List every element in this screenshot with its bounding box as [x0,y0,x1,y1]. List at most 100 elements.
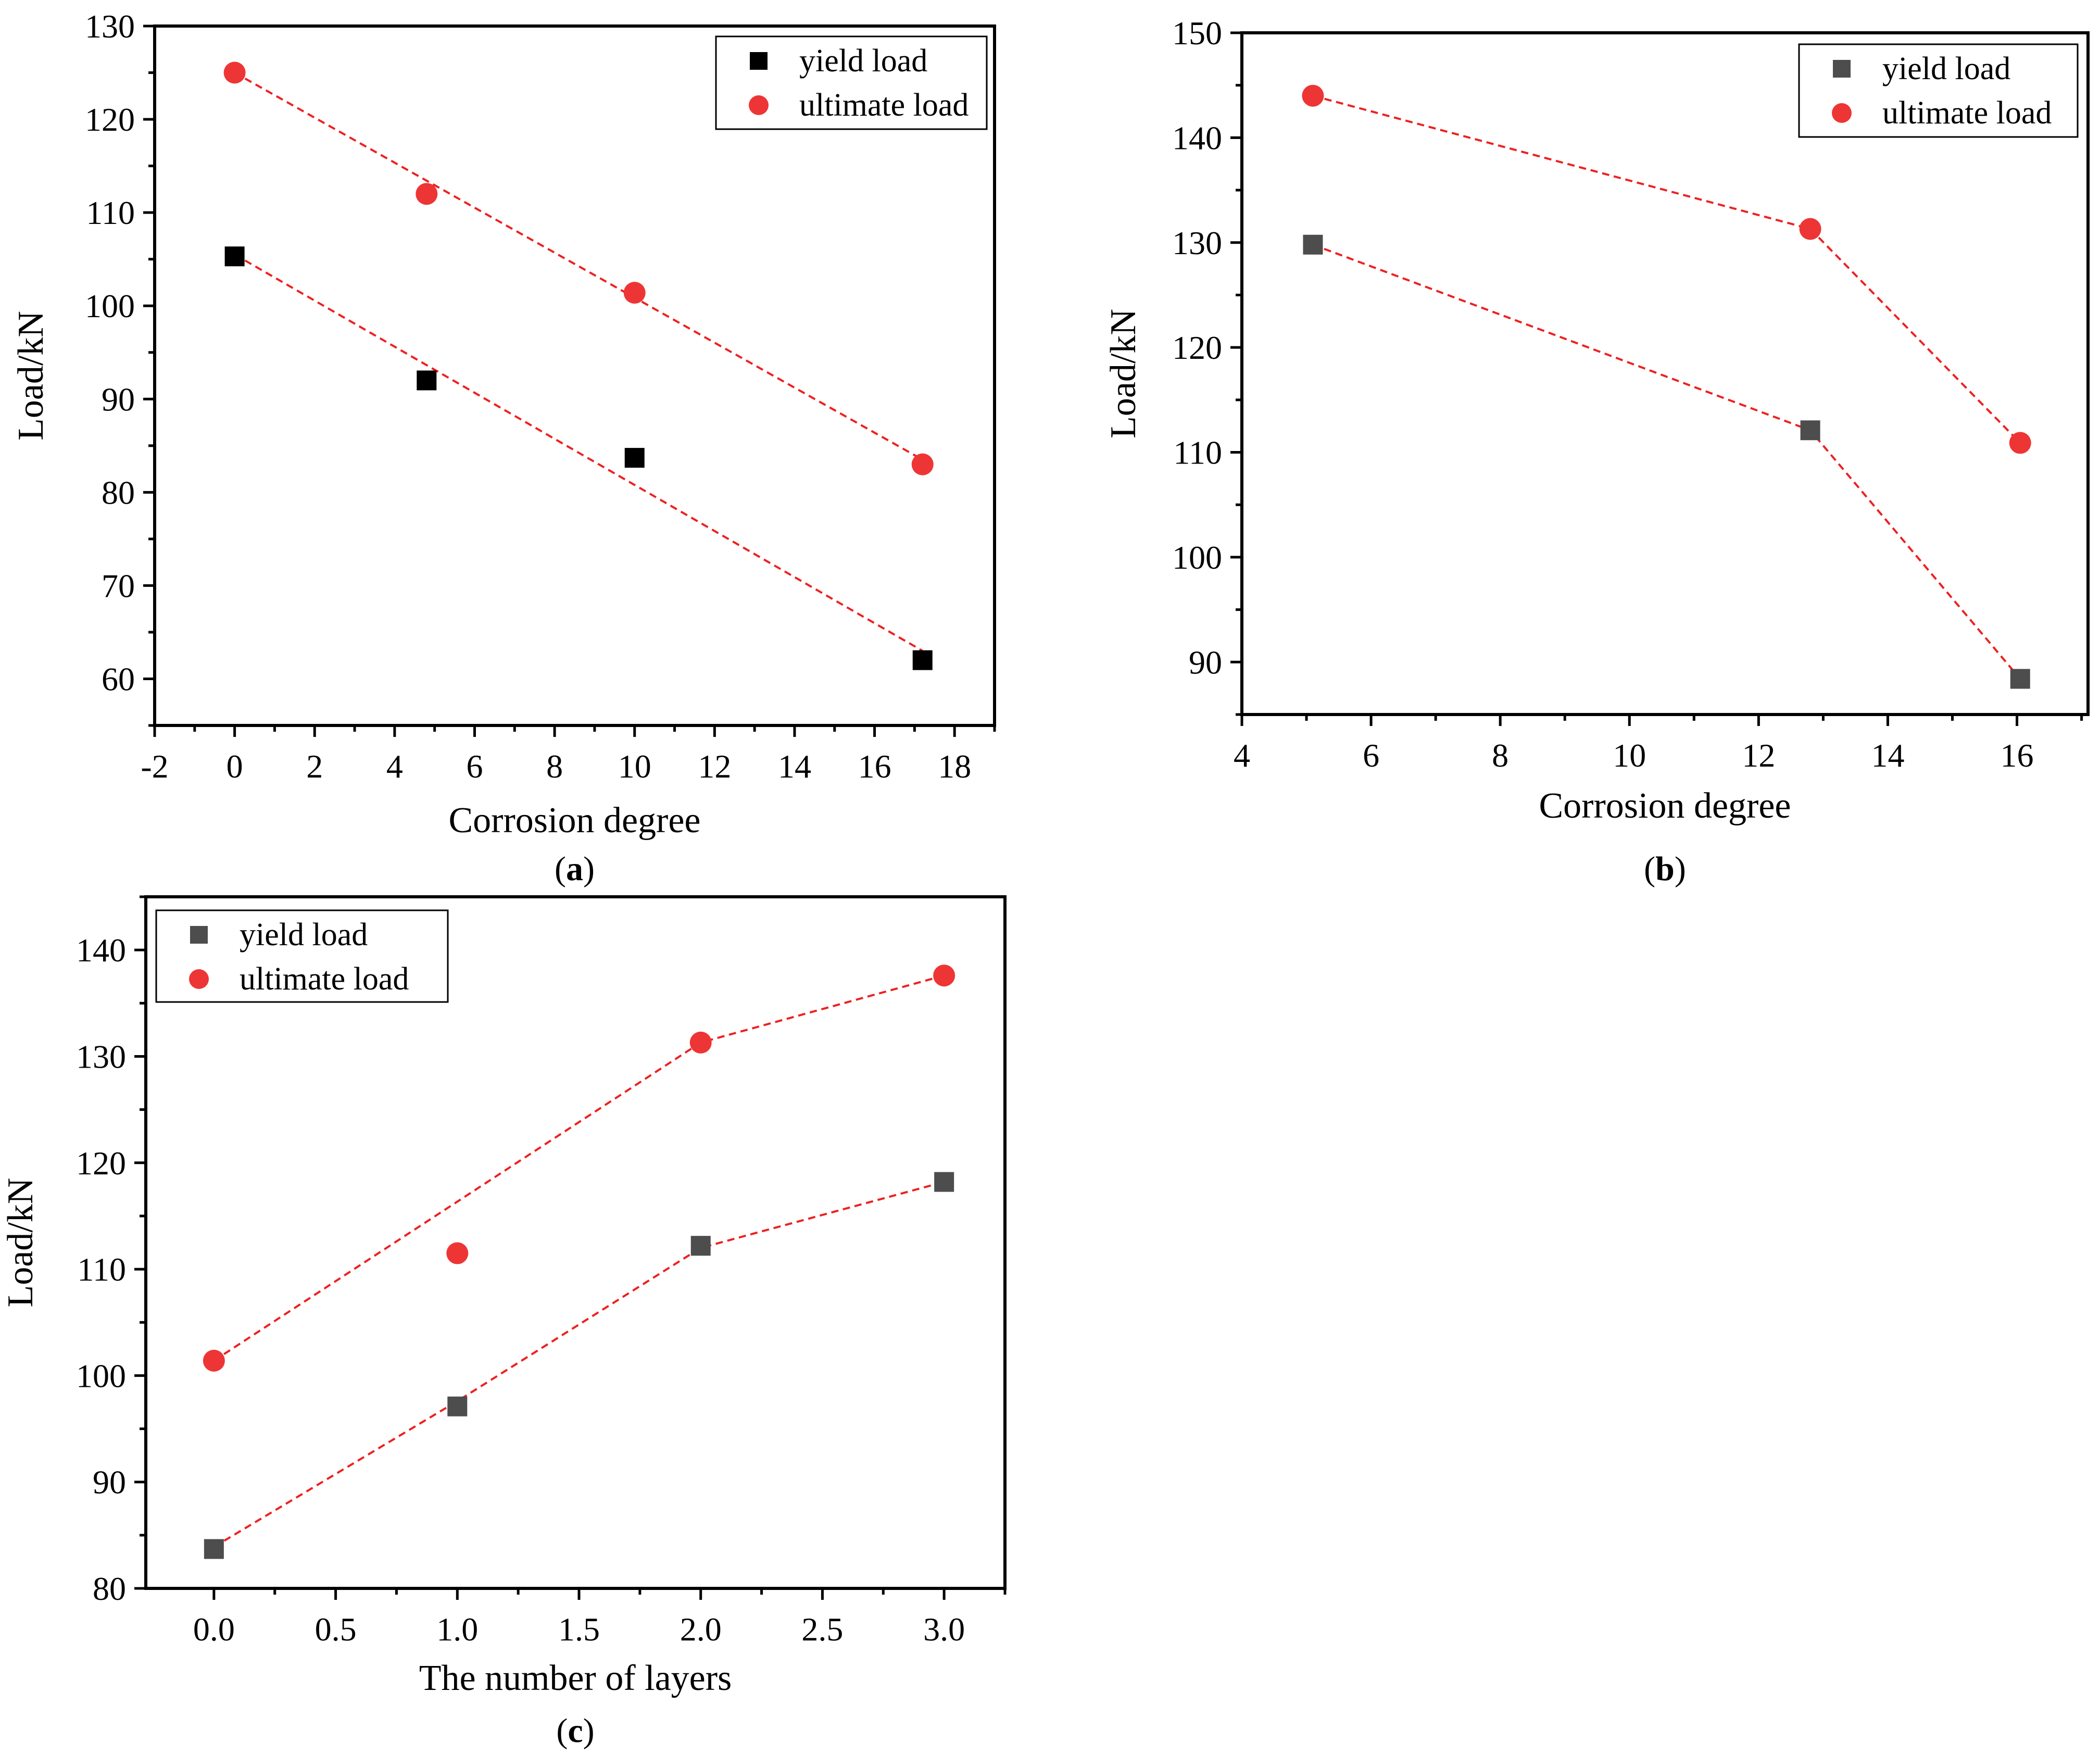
panel-c: 80 90 100 110 120 130 140 0.0 0.5 1.0 1.5 2.0 2.5 3.0… [1,895,1007,1750]
panel-caption: (c) [556,1712,594,1750]
plot-frame [153,24,996,727]
yield-load-point [204,1539,224,1559]
ultimate-load-point [623,282,646,304]
ultimate-load-point [689,1031,712,1054]
trend-line-yield [1312,243,2021,680]
y-tick-label: 60 [102,660,135,697]
y-axis-title: Load/kN [1,1178,41,1308]
caption-open: ( [556,1712,568,1750]
y-tick-label: 90 [93,1464,126,1501]
ultimate-load-point [933,964,955,987]
ultimate-load-point [1302,84,1324,107]
y-tick-label: 130 [76,1038,126,1075]
legend-label: yield load [799,43,927,79]
y-tick-label: 90 [102,381,135,418]
x-tick-label: 0.5 [315,1611,357,1648]
x-tick-label: 0.0 [193,1611,235,1648]
caption-letter: c [568,1712,583,1750]
caption-open: ( [1644,850,1655,888]
legend-circle-icon [189,969,209,989]
y-tick-label: 100 [76,1357,126,1394]
trend-line-ultimate [213,974,945,1362]
y-tick-label: 120 [1172,329,1222,366]
y-tick-label: 120 [85,101,135,138]
y-tick-label: 100 [1172,539,1222,576]
x-tick-label: 6 [466,748,483,785]
trend-line-ultimate [234,71,923,461]
legend-label: yield load [240,917,368,953]
y-axis-title: Load/kN [11,311,51,441]
y-tick-label: 130 [85,8,135,45]
x-tick-label: 12 [1742,737,1775,774]
legend-label: ultimate load [1882,95,2052,131]
y-tick-label: 140 [76,932,126,969]
trend-line-yield [234,253,923,652]
x-tick-label: 2 [306,748,323,785]
yield-load-point [934,1172,954,1192]
yield-load-point [624,448,645,468]
ultimate-load-point [203,1349,225,1372]
x-tick-label: 18 [938,748,971,785]
x-tick-label: 10 [618,748,651,785]
y-tick-label: 110 [86,194,135,231]
y-tick-label: 80 [102,474,135,511]
y-tick-label: 90 [1189,644,1222,681]
trend-line-ultimate [1312,94,2021,444]
legend-label: ultimate load [799,87,969,123]
x-axis-title: The number of layers [419,1658,732,1698]
x-tick-label: 0 [227,748,243,785]
x-tick-label: 8 [546,748,563,785]
yield-load-point [1800,420,1820,441]
x-tick-label: 2.0 [680,1611,722,1648]
plot-frame [1240,31,2090,716]
x-tick-label: 1.5 [558,1611,600,1648]
ultimate-load-point [446,1242,469,1264]
panel-a: 60 70 80 90 100 110 120 130 -2 0 2 4 6 8 10 12 14 16 18 Cor… [11,8,996,888]
legend-circle-icon [749,95,769,115]
x-tick-label: 14 [778,748,811,785]
y-tick-label: 120 [76,1145,126,1182]
y-tick-label: 140 [1172,119,1222,156]
y-axis-title: Load/kN [1103,309,1143,438]
legend-square-icon [190,926,208,944]
ultimate-load-point [911,453,934,475]
y-tick-label: 80 [93,1570,126,1607]
yield-load-point [690,1236,711,1256]
x-axis-title: Corrosion degree [1539,786,1791,826]
x-axis-title: Corrosion degree [448,800,700,841]
caption-close: ) [1675,850,1686,888]
yield-load-point [2010,669,2030,689]
x-tick-label: 16 [858,748,891,785]
legend-square-icon [750,52,768,70]
x-tick-label: 2.5 [801,1611,843,1648]
legend: yield load ultimate load [155,909,449,1003]
x-tick-label: 16 [2001,737,2034,774]
x-tick-label: 4 [386,748,403,785]
legend-square-icon [1833,60,1851,78]
x-tick-label: 6 [1363,737,1379,774]
caption-close: ) [583,850,595,888]
panel-b: 90 100 110 120 130 140 150 4 6 8 10 12 14 16 Corrosion… [1103,15,2090,888]
x-tick-label: 1.0 [436,1611,478,1648]
x-tick-label: 14 [1871,737,1904,774]
panel-caption: (a) [555,850,595,888]
x-tick-label: 10 [1613,737,1646,774]
ultimate-load-point [1799,218,1821,240]
x-tick-label: 3.0 [923,1611,965,1648]
yield-load-point [1303,234,1323,255]
legend-label: ultimate load [240,961,409,997]
trend-line-yield [213,1181,945,1548]
ultimate-load-point [223,61,246,84]
panel-caption: (b) [1644,850,1686,888]
x-tick-label: 8 [1492,737,1508,774]
y-tick-label: 110 [77,1251,126,1288]
ultimate-load-point [2009,432,2031,454]
caption-letter: a [566,850,583,888]
y-tick-label: 110 [1173,434,1222,471]
legend-circle-icon [1832,103,1852,123]
plot-frame [144,895,1007,1590]
ultimate-load-point [416,183,438,205]
yield-load-point [224,246,245,267]
yield-load-point [417,370,437,391]
